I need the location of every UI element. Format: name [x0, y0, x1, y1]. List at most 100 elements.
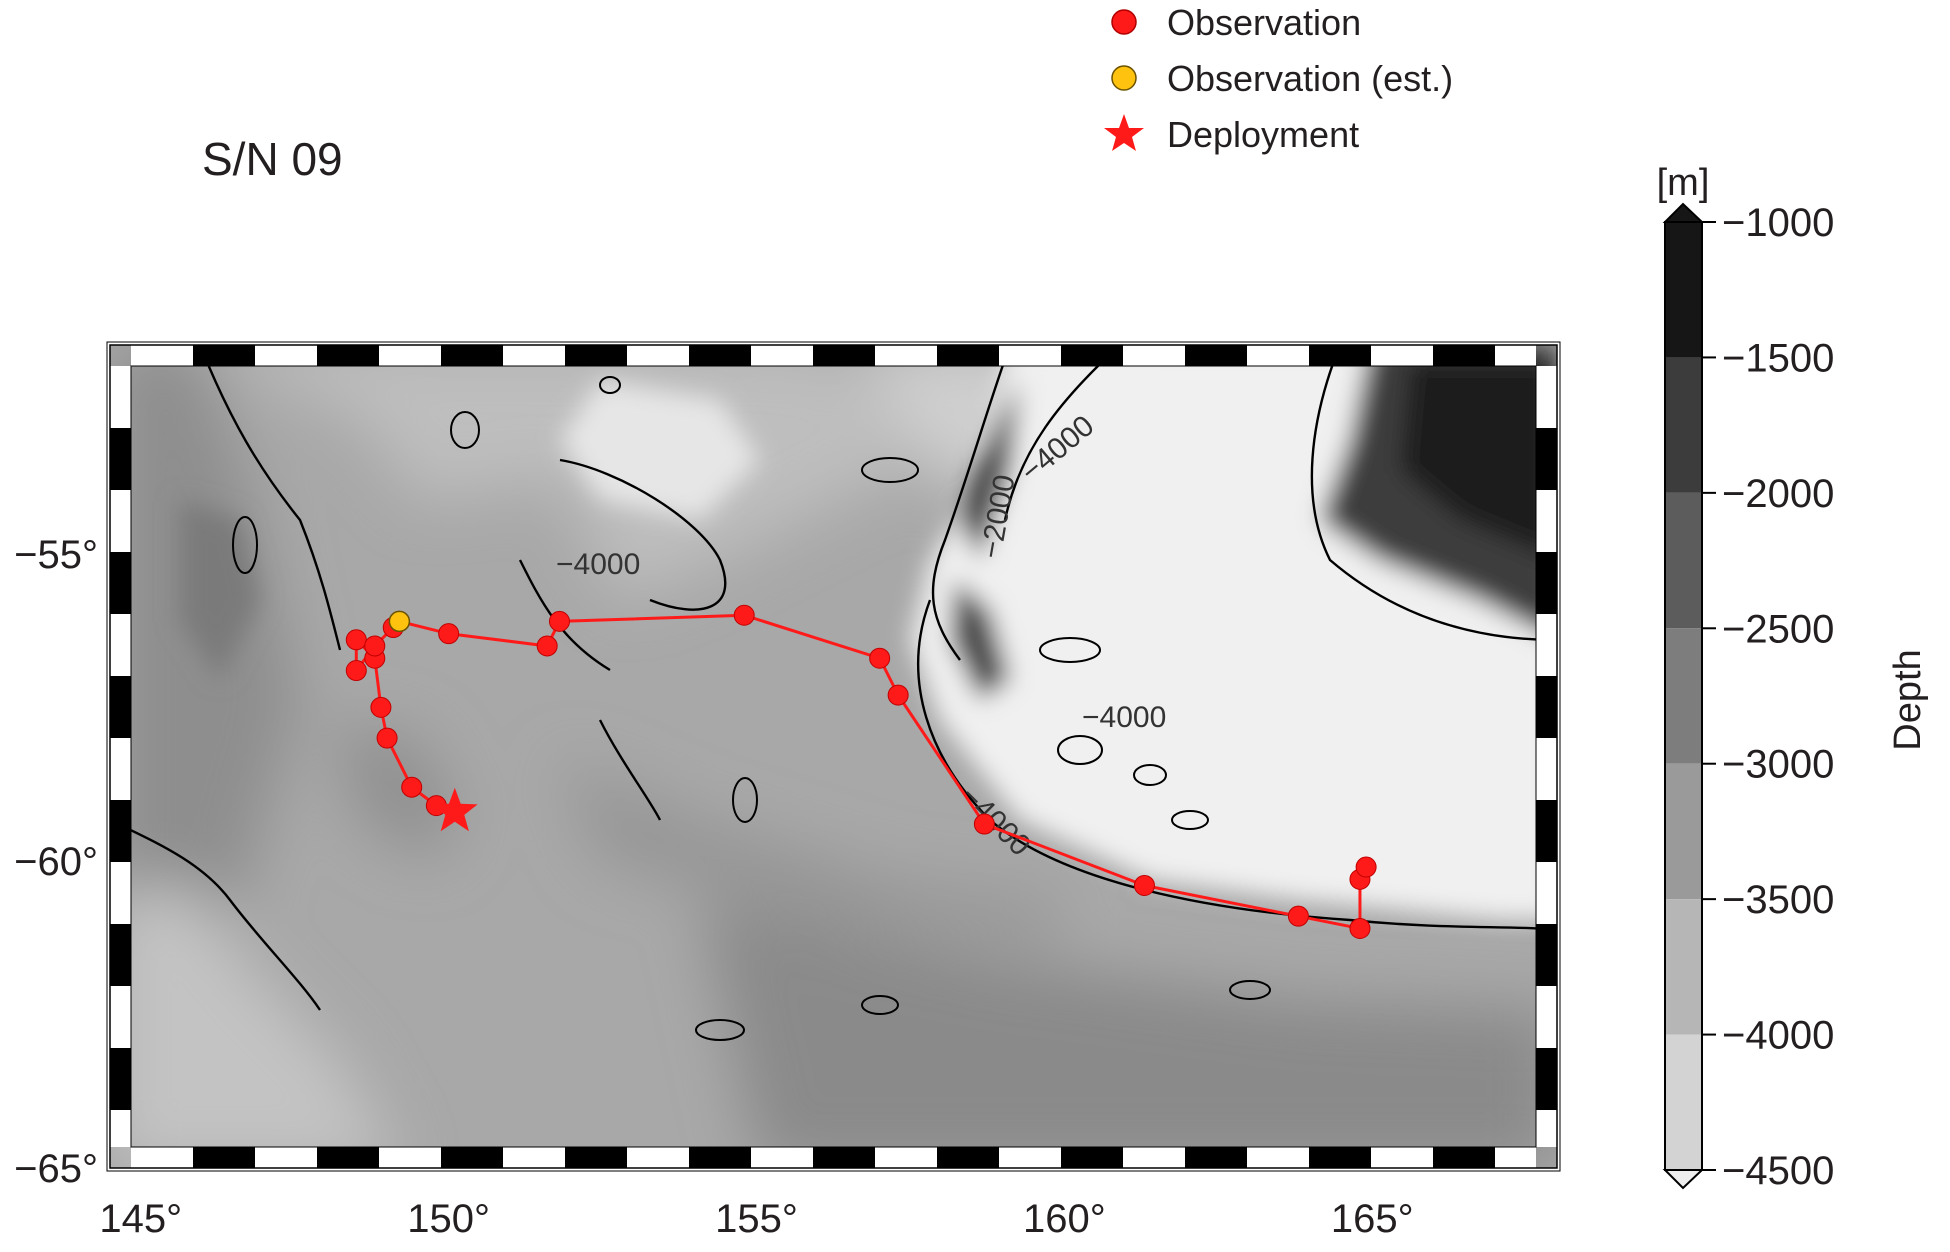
frame-check — [1536, 1048, 1557, 1110]
colorbar-tick-label: −1000 — [1722, 201, 1834, 245]
observation-point — [438, 623, 460, 645]
colorbar-swatch — [1665, 763, 1702, 900]
observation-point — [548, 610, 570, 632]
colorbar-label: Depth — [1887, 649, 1929, 750]
frame-check — [937, 1147, 999, 1168]
x-tick-label: 160° — [1023, 1197, 1106, 1241]
y-tick-label: −55° — [14, 533, 98, 577]
frame-check — [255, 1147, 317, 1168]
deployment-point — [432, 787, 478, 832]
frame-check — [110, 1110, 131, 1147]
frame-check — [1536, 1110, 1557, 1147]
colorbar-swatch — [1665, 1034, 1702, 1170]
observation-point — [1133, 874, 1155, 896]
frame-check — [255, 345, 317, 366]
frame-check — [193, 345, 255, 366]
frame-check — [503, 345, 565, 366]
frame-check — [1536, 490, 1557, 552]
frame-check — [689, 1147, 751, 1168]
legend-observation-est-marker — [1111, 65, 1137, 91]
frame-check — [131, 1147, 193, 1168]
frame-check — [110, 428, 131, 490]
observation-point — [1355, 856, 1377, 878]
frame-check — [1371, 345, 1433, 366]
observation-point — [973, 813, 995, 835]
legend-observation-marker — [1111, 9, 1137, 35]
frame-check — [565, 345, 627, 366]
frame-check — [875, 345, 937, 366]
frame-check — [503, 1147, 565, 1168]
observation-point — [345, 660, 367, 682]
frame-check — [1433, 1147, 1495, 1168]
frame-check — [1536, 738, 1557, 800]
bathymetry-map: −4000 −4000 −4000 −2000 −4000 — [110, 345, 1557, 1168]
x-tick-label: 145° — [99, 1197, 182, 1241]
frame-check — [1371, 1147, 1433, 1168]
plot-title: S/N 09 — [202, 133, 343, 185]
observation-est-point — [388, 610, 411, 633]
colorbar-tick-label: −3000 — [1722, 743, 1834, 787]
colorbar: −1000 −1500 −2000 −2500 −3000 −3500 −4000 −4500… — [1657, 162, 1929, 1193]
frame-check — [379, 345, 441, 366]
frame-check — [1247, 1147, 1309, 1168]
legend: Observation Observation (est.) Deploymen… — [1104, 2, 1453, 155]
colorbar-swatch — [1665, 492, 1702, 629]
frame-check — [317, 345, 379, 366]
observation-point — [887, 684, 909, 706]
legend-deployment-label: Deployment — [1167, 114, 1359, 155]
frame-check — [110, 614, 131, 676]
frame-check — [1061, 1147, 1123, 1168]
frame-check — [565, 1147, 627, 1168]
frame-check — [110, 366, 131, 428]
frame-check — [1536, 428, 1557, 490]
colorbar-tick-label: −4500 — [1722, 1149, 1834, 1193]
observation-point — [376, 727, 398, 749]
frame-check — [1536, 986, 1557, 1048]
observation-point — [401, 776, 423, 798]
frame-check — [1536, 862, 1557, 924]
frame-check — [1247, 345, 1309, 366]
frame-check — [937, 345, 999, 366]
contour-label-2: −4000 — [1082, 701, 1166, 734]
frame-check — [1185, 1147, 1247, 1168]
colorbar-unit: [m] — [1657, 162, 1710, 204]
frame-check — [1536, 552, 1557, 614]
frame-check — [689, 345, 751, 366]
x-tick-label: 155° — [715, 1197, 798, 1241]
colorbar-swatch — [1665, 222, 1702, 358]
frame-check — [1495, 1147, 1536, 1168]
frame-check — [1309, 345, 1371, 366]
frame-check — [1433, 345, 1495, 366]
y-tick-label: −60° — [14, 840, 98, 884]
colorbar-tick-label: −2000 — [1722, 472, 1834, 516]
frame-check — [110, 924, 131, 986]
frame-check — [813, 1147, 875, 1168]
frame-check — [110, 676, 131, 738]
y-tick-labels: −55° −60° −65° — [14, 533, 98, 1191]
frame-check — [110, 1048, 131, 1110]
contour-rings — [232, 376, 1271, 1041]
frame-check — [751, 345, 813, 366]
colorbar-tick-label: −3500 — [1722, 878, 1834, 922]
colorbar-bottom-arrow — [1662, 1169, 1705, 1190]
float-track — [345, 604, 1377, 939]
frame-check — [813, 345, 875, 366]
colorbar-tick-label: −4000 — [1722, 1014, 1834, 1058]
colorbar-swatch — [1665, 899, 1702, 1035]
colorbar-swatch — [1665, 357, 1702, 493]
observation-point — [345, 629, 367, 651]
frame-check — [1536, 924, 1557, 986]
frame-check — [1123, 345, 1185, 366]
frame-check — [131, 345, 193, 366]
x-tick-label: 165° — [1331, 1197, 1414, 1241]
frame-check — [441, 345, 503, 366]
colorbar-top-arrow — [1662, 202, 1705, 223]
frame-check — [110, 862, 131, 924]
observation-point — [733, 604, 755, 626]
frame-check — [1123, 1147, 1185, 1168]
frame-check — [110, 800, 131, 862]
legend-observation-est-label: Observation (est.) — [1167, 58, 1453, 99]
plateau-shading — [180, 345, 1557, 920]
observation-point — [370, 696, 392, 718]
